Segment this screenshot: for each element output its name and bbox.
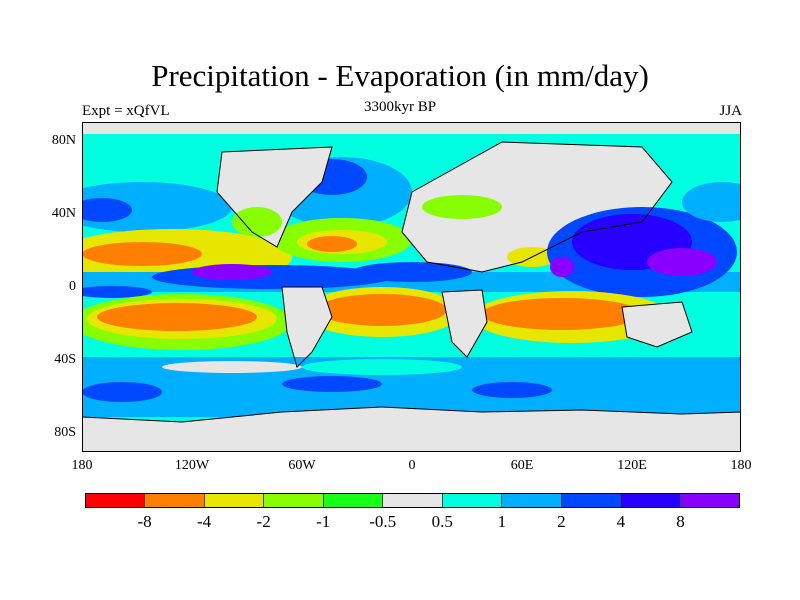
colorbar-label: -2 (256, 512, 271, 531)
lon-label-0: 0 (408, 458, 416, 473)
colorbar-label: 0.5 (431, 512, 453, 531)
colorbar-box (86, 494, 146, 507)
colorbar-box (502, 494, 562, 507)
lon-label-60e: 60E (510, 458, 534, 473)
colorbar-label: 4 (616, 512, 626, 531)
colorbar-box (621, 494, 681, 507)
colorbar-box (680, 494, 739, 507)
colorbar-box (145, 494, 205, 507)
colorbar-label: -1 (316, 512, 331, 531)
colorbar-box (204, 494, 265, 507)
pe-map (82, 122, 741, 452)
colorbar-label: 2 (557, 512, 566, 531)
lon-label-120w: 120W (174, 458, 210, 473)
map-frame (82, 122, 741, 452)
colorbar-label: -8 (137, 512, 152, 531)
lon-label-60w: 60W (288, 458, 316, 473)
plot-title: Precipitation - Evaporation (in mm/day) (151, 58, 649, 93)
lat-label-80n: 80N (51, 133, 76, 148)
season-label: JJA (719, 103, 742, 119)
colorbar-box (383, 494, 443, 507)
colorbar-box (323, 494, 384, 507)
colorbar-label: 8 (676, 512, 685, 531)
period-label: 3300kyr BP (363, 99, 437, 115)
colorbar (85, 493, 740, 508)
colorbar-label: -0.5 (369, 512, 397, 531)
colorbar-label: 1 (497, 512, 507, 531)
lat-label-40s: 40S (54, 352, 76, 367)
lon-label-180w: 180 (71, 458, 93, 473)
lat-label-0: 0 (69, 279, 76, 294)
colorbar-box (442, 494, 503, 507)
lat-label-80s: 80S (54, 425, 76, 440)
lat-label-40n: 40N (51, 206, 76, 221)
colorbar-box (264, 494, 324, 507)
colorbar-box (561, 494, 622, 507)
experiment-label: Expt = xQfVL (82, 103, 170, 119)
colorbar-label: -4 (196, 512, 212, 531)
lon-label-120e: 120E (617, 458, 647, 473)
lon-label-180e: 180 (730, 458, 752, 473)
